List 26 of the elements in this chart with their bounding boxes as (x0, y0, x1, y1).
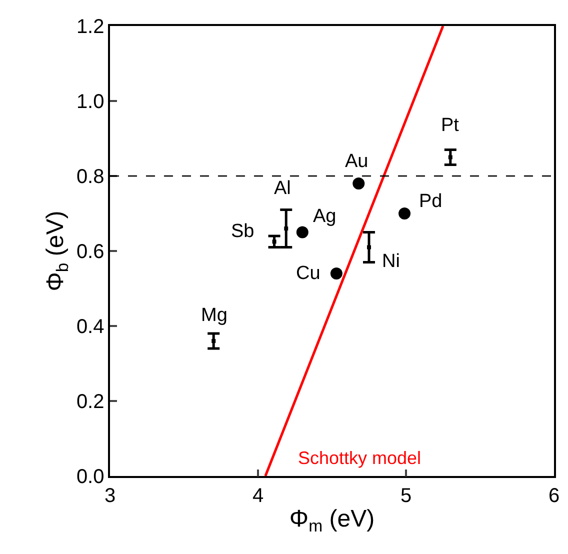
x-tick-label: 6 (548, 484, 560, 507)
y-tick-label: 0.8 (76, 166, 104, 188)
y-tick-label: 0.4 (76, 316, 104, 338)
point (398, 208, 411, 220)
y-tick-label: 0.2 (76, 391, 104, 413)
annotation: Pd (419, 191, 442, 212)
x-tick-label: 5 (400, 484, 412, 507)
y-tick-label: 1.2 (76, 16, 104, 38)
annotation: Mg (201, 305, 228, 326)
annotation: Al (274, 178, 291, 199)
point (296, 226, 308, 238)
y-tick-label: 0.6 (76, 241, 104, 263)
point (330, 268, 342, 280)
annotation: Ag (313, 206, 336, 227)
annotation: Sb (231, 221, 254, 242)
annotation: Cu (296, 263, 320, 284)
x-axis-title: Φ$_{m}$ (eV) (289, 506, 375, 536)
annotation: Au (345, 151, 368, 172)
y-tick-label: 0.0 (76, 466, 104, 488)
x-tick-label: 4 (252, 484, 264, 507)
point (352, 178, 365, 190)
annotation: Schottky model (298, 448, 422, 468)
y-tick-label: 1.0 (76, 91, 104, 113)
annotation: Ni (382, 251, 400, 272)
annotation: Pt (441, 115, 460, 136)
x-tick-label: 3 (104, 484, 116, 507)
